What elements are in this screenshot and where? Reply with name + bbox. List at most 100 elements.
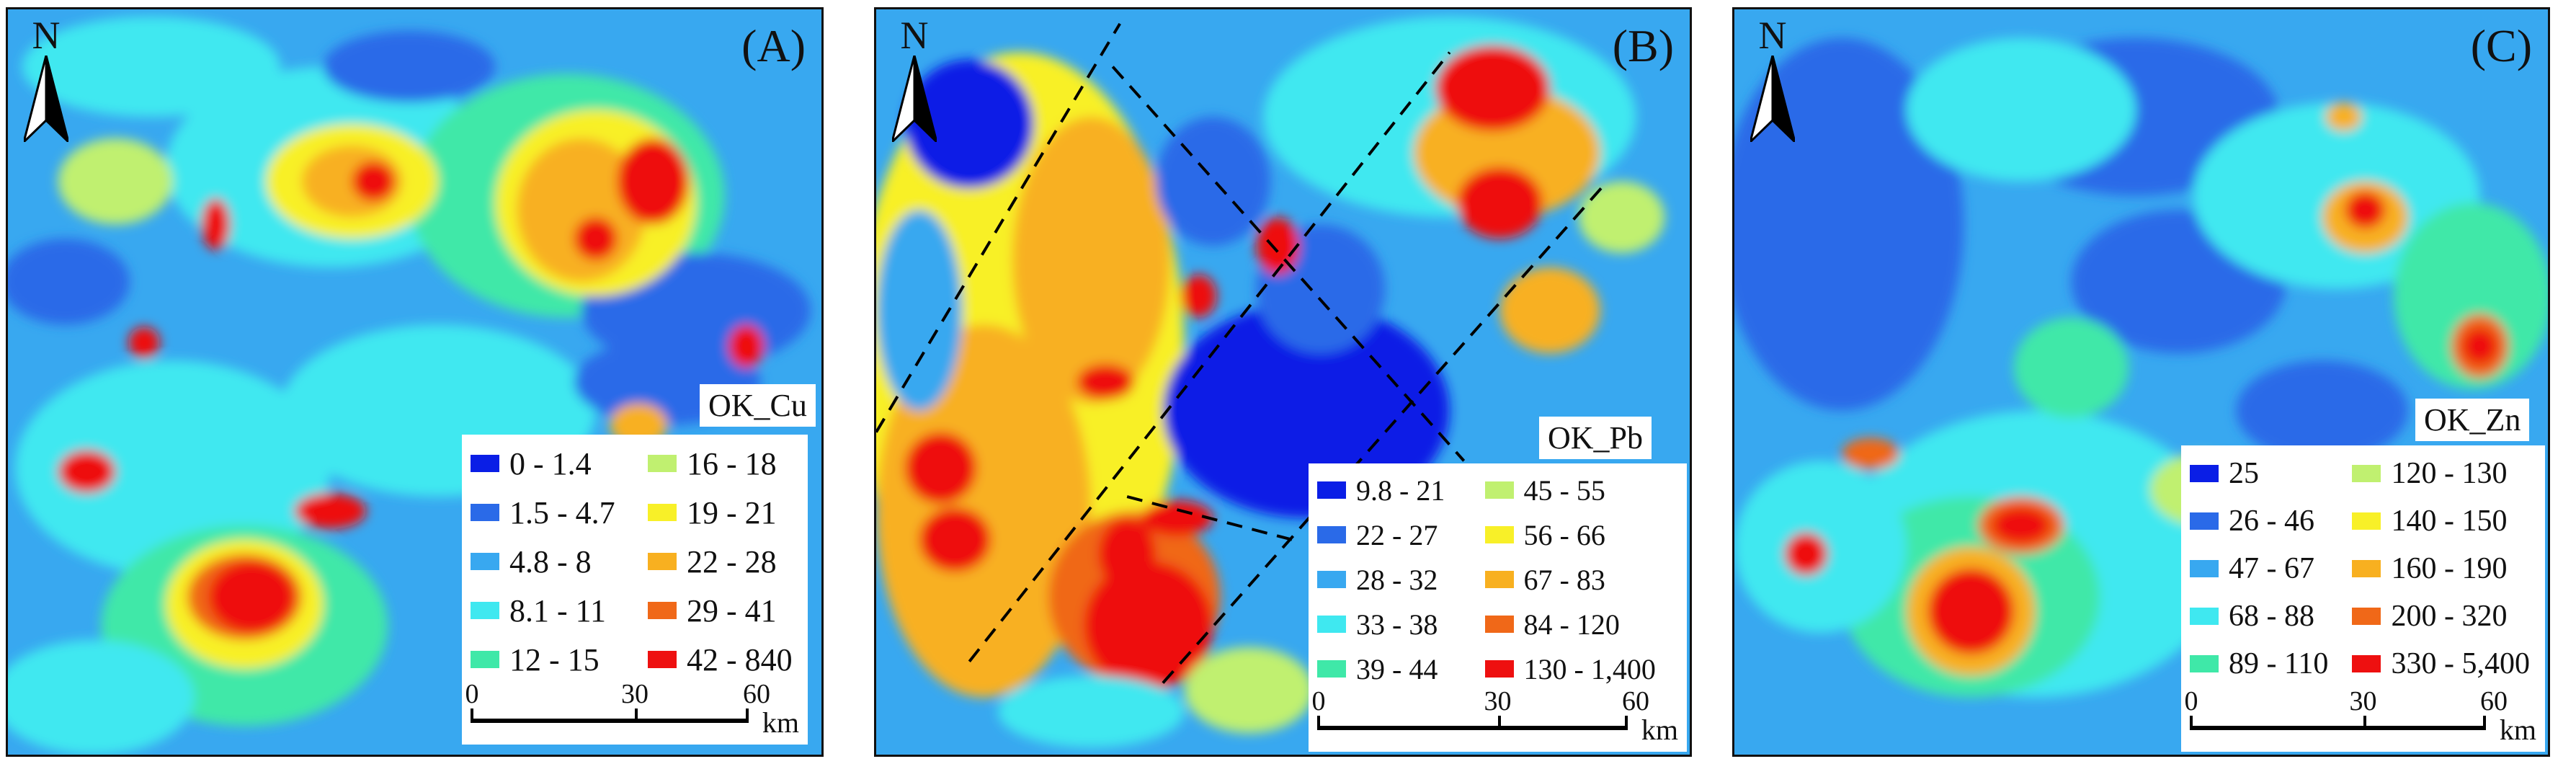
legend-item: 8.1 - 11 xyxy=(471,589,622,632)
legend-item: 67 - 83 xyxy=(1484,560,1679,599)
legend-swatch xyxy=(2190,512,2219,530)
legend-title: OK_Pb xyxy=(1539,417,1652,459)
scale-label: 0 xyxy=(2184,686,2198,716)
scale-unit: km xyxy=(2499,714,2536,746)
cu-raster-map xyxy=(8,9,821,755)
legend-swatch xyxy=(1484,616,1514,633)
legend-swatch xyxy=(2352,560,2381,577)
scale-label: 0 xyxy=(1311,686,1326,716)
scale-bar: 0 30 60 km xyxy=(1312,686,1679,747)
panel-label: (B) xyxy=(1612,20,1674,71)
legend-title: OK_Cu xyxy=(700,384,816,427)
legend-title: OK_Zn xyxy=(2415,399,2530,441)
scale-unit: km xyxy=(1641,714,1678,746)
north-letter: N xyxy=(1758,14,1787,57)
legend-swatch xyxy=(1484,571,1514,588)
legend-swatch xyxy=(648,602,677,619)
legend: 25 26 - 46 47 - 67 68 - 88 89 - 110 120 … xyxy=(2181,445,2545,752)
legend-swatch xyxy=(2352,512,2381,530)
legend: 9.8 - 21 22 - 27 28 - 32 33 - 38 39 - 44… xyxy=(1309,463,1687,752)
legend-item: 89 - 110 xyxy=(2190,643,2335,685)
legend-swatch xyxy=(2352,655,2381,672)
legend-item: 33 - 38 xyxy=(1317,605,1468,644)
legend-item: 68 - 88 xyxy=(2190,595,2335,637)
legend-swatch xyxy=(471,602,499,619)
legend-swatch xyxy=(648,455,677,472)
legend-item: 16 - 18 xyxy=(648,442,799,485)
legend-item: 140 - 150 xyxy=(2352,500,2536,542)
legend-item: 47 - 67 xyxy=(2190,548,2335,590)
legend-swatch xyxy=(2190,465,2219,482)
legend-grid: 25 26 - 46 47 - 67 68 - 88 89 - 110 120 … xyxy=(2190,453,2536,685)
scale-label: 30 xyxy=(2349,686,2377,716)
north-arrow: N xyxy=(1742,14,1804,151)
scale-bar: 0 30 60 km xyxy=(465,679,800,740)
scale-line xyxy=(1317,726,1628,730)
scale-label: 60 xyxy=(2480,686,2508,716)
legend-item: 39 - 44 xyxy=(1317,649,1468,688)
legend-item: 120 - 130 xyxy=(2352,453,2536,494)
map-panel-cu: N (A) OK_Cu 0 - 1.4 1.5 - 4.7 4.8 - 8 8.… xyxy=(6,7,824,757)
scale-label: 30 xyxy=(1484,686,1512,716)
legend-swatch xyxy=(2352,608,2381,625)
legend-item: 26 - 46 xyxy=(2190,500,2335,542)
legend-item: 0 - 1.4 xyxy=(471,442,622,485)
legend-swatch xyxy=(2190,560,2219,577)
legend-item: 56 - 66 xyxy=(1484,515,1679,554)
scale-tick xyxy=(471,709,473,723)
legend-item: 29 - 41 xyxy=(648,589,799,632)
legend-swatch xyxy=(1484,660,1514,678)
scale-tick xyxy=(1317,716,1320,730)
map-panel-zn: N (C) OK_Zn 25 26 - 46 47 - 67 68 - 88 8… xyxy=(1732,7,2550,757)
legend-item: 84 - 120 xyxy=(1484,605,1679,644)
north-letter: N xyxy=(900,14,929,57)
legend-item: 330 - 5,400 xyxy=(2352,643,2536,685)
scale-tick xyxy=(2363,716,2366,730)
legend-swatch xyxy=(648,553,677,570)
legend-grid: 9.8 - 21 22 - 27 28 - 32 33 - 38 39 - 44… xyxy=(1317,471,1678,688)
legend-swatch xyxy=(471,553,499,570)
north-letter: N xyxy=(32,14,61,57)
legend-swatch xyxy=(1484,481,1514,499)
legend-swatch xyxy=(1317,571,1346,588)
scale-tick xyxy=(1497,716,1501,730)
legend-item: 42 - 840 xyxy=(648,638,799,681)
map-panel-pb: N (B) OK_Pb 9.8 - 21 22 - 27 28 - 32 33 … xyxy=(874,7,1692,757)
legend-swatch xyxy=(648,504,677,521)
legend-grid: 0 - 1.4 1.5 - 4.7 4.8 - 8 8.1 - 11 12 - … xyxy=(471,442,799,681)
scale-tick xyxy=(635,709,638,723)
north-arrow-icon xyxy=(24,55,68,142)
north-arrow-icon xyxy=(892,55,937,142)
legend-item: 28 - 32 xyxy=(1317,560,1468,599)
legend-swatch xyxy=(1317,526,1346,543)
scale-label: 60 xyxy=(743,679,770,709)
legend-item: 19 - 21 xyxy=(648,491,799,534)
scale-tick xyxy=(2190,716,2193,730)
scale-line xyxy=(471,719,749,723)
panel-label: (A) xyxy=(741,20,806,71)
legend-swatch xyxy=(1317,616,1346,633)
legend-swatch xyxy=(1317,481,1346,499)
scale-label: 60 xyxy=(1622,686,1649,716)
legend-swatch xyxy=(2352,465,2381,482)
legend-item: 200 - 320 xyxy=(2352,595,2536,637)
north-arrow-icon xyxy=(1750,55,1795,142)
scale-unit: km xyxy=(762,706,799,739)
scale-tick xyxy=(746,709,749,723)
scale-tick xyxy=(2483,716,2486,730)
legend-item: 22 - 27 xyxy=(1317,515,1468,554)
legend-swatch xyxy=(648,651,677,668)
legend-item: 160 - 190 xyxy=(2352,548,2536,590)
legend-item: 4.8 - 8 xyxy=(471,540,622,583)
scale-tick xyxy=(1625,716,1628,730)
north-arrow: N xyxy=(883,14,945,151)
legend: 0 - 1.4 1.5 - 4.7 4.8 - 8 8.1 - 11 12 - … xyxy=(462,435,808,745)
scale-bar: 0 30 60 km xyxy=(2185,686,2537,747)
legend-item: 45 - 55 xyxy=(1484,471,1679,510)
legend-item: 1.5 - 4.7 xyxy=(471,491,622,534)
legend-swatch xyxy=(2190,655,2219,672)
legend-swatch xyxy=(471,651,499,668)
legend-swatch xyxy=(471,504,499,521)
legend-swatch xyxy=(2190,608,2219,625)
north-arrow: N xyxy=(15,14,77,151)
